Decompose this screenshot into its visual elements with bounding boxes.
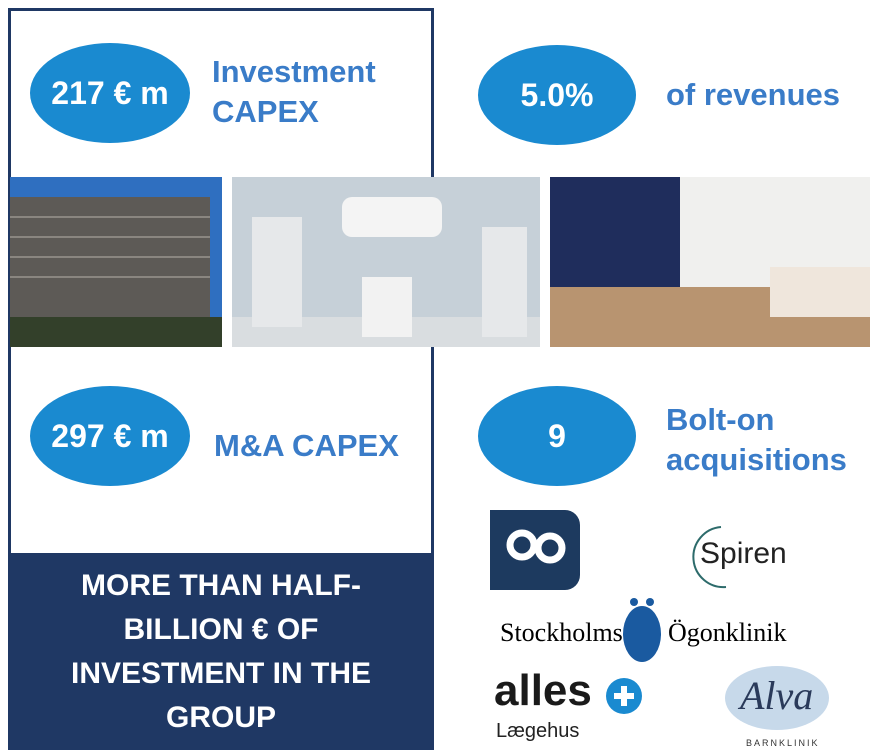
photo-surgical-robot (232, 177, 540, 347)
page: MORE THAN HALF-BILLION € OF INVESTMENT I… (0, 0, 879, 753)
logo-eye (620, 596, 664, 664)
logo-ogonklinik: Ögonklinik (668, 618, 786, 648)
logo-stockholms: Stockholms (500, 618, 623, 648)
photo-clinic (550, 177, 870, 347)
stat-label: Investment CAPEX (212, 52, 412, 132)
photo-building (10, 177, 222, 347)
logo-laegehus: Lægehus (496, 720, 579, 743)
banner: MORE THAN HALF-BILLION € OF INVESTMENT I… (8, 553, 434, 750)
logo-spiren: Spiren (700, 537, 787, 571)
stat-value: 297 € m (30, 386, 190, 486)
logo-alles-cross (604, 676, 644, 716)
stat-value: 9 (478, 386, 636, 486)
logo-alva: Alva (740, 672, 813, 719)
stat-value: 5.0% (478, 45, 636, 145)
stat-label: Bolt-on acquisitions (666, 400, 866, 480)
logo-alles: alles (494, 666, 592, 716)
stat-value: 217 € m (30, 43, 190, 143)
logo-ghp (490, 510, 580, 590)
stat-label: M&A CAPEX (214, 426, 424, 466)
stat-label: of revenues (666, 75, 876, 115)
banner-text: MORE THAN HALF-BILLION € OF INVESTMENT I… (48, 564, 394, 740)
logo-barnklinik: BARNKLINIK (746, 738, 820, 748)
